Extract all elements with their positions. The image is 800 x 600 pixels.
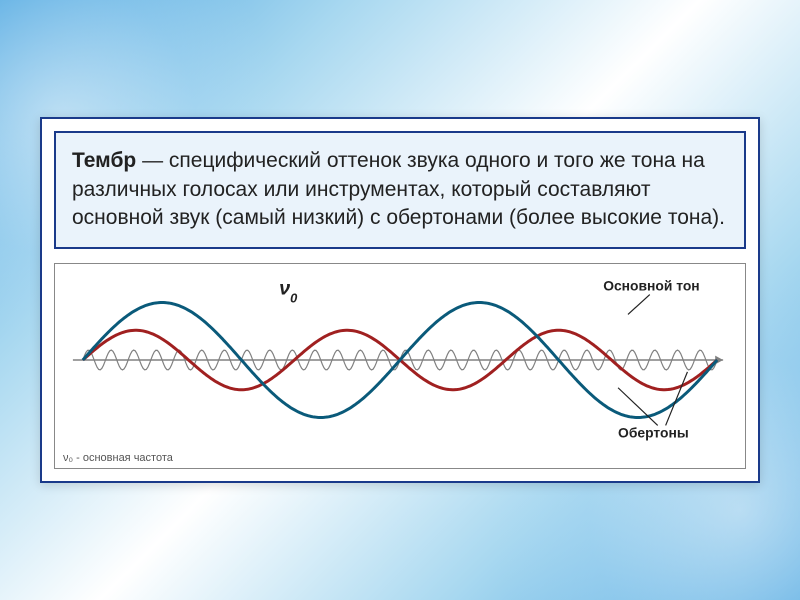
definition-term: Тембр: [72, 149, 136, 172]
definition-body: — специфический оттенок звука одного и т…: [72, 149, 725, 229]
svg-text:Обертоны: Обертоны: [618, 424, 689, 440]
definition-box: Тембр — специфический оттенок звука одно…: [54, 131, 746, 248]
diagram-footnote: ν₀ - основная частота: [63, 452, 737, 464]
wave-diagram: ν0 Основной тон Обертоны ν₀ - основная час…: [54, 263, 746, 469]
svg-text:Основной тон: Основной тон: [603, 277, 700, 293]
slide-card: Тембр — специфический оттенок звука одно…: [40, 117, 760, 482]
wave-svg: ν0 Основной тон Обертоны: [63, 270, 737, 450]
svg-text:ν0: ν0: [279, 277, 298, 304]
definition-text: Тембр — специфический оттенок звука одно…: [72, 147, 728, 232]
